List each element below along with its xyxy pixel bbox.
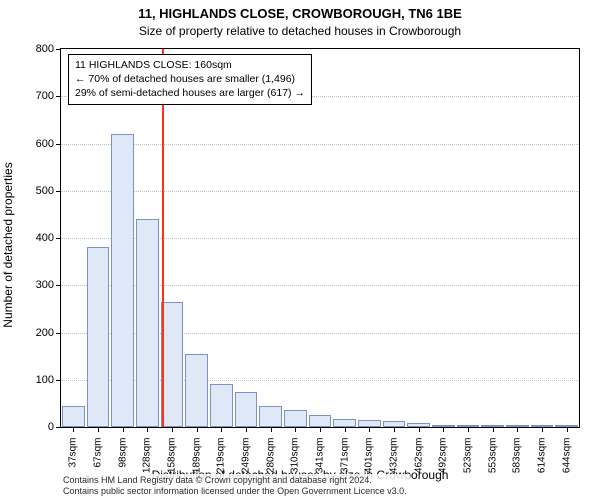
y-tick-label: 200	[14, 327, 54, 339]
x-tick-mark	[98, 428, 99, 432]
y-tick-label: 700	[14, 90, 54, 102]
histogram-bar	[136, 219, 159, 427]
x-tick-mark	[320, 428, 321, 432]
y-tick-mark	[56, 380, 60, 381]
x-tick-mark	[443, 428, 444, 432]
x-tick-mark	[542, 428, 543, 432]
gridline	[61, 144, 579, 145]
x-tick-mark	[221, 428, 222, 432]
x-tick-mark	[493, 428, 494, 432]
x-tick-mark	[517, 428, 518, 432]
y-tick-mark	[56, 191, 60, 192]
histogram-bar	[432, 425, 455, 427]
y-tick-mark	[56, 238, 60, 239]
x-tick-mark	[73, 428, 74, 432]
credit-line1: Contains HM Land Registry data © Crown c…	[63, 475, 407, 486]
histogram-bar	[481, 425, 504, 427]
histogram-bar	[407, 423, 430, 427]
annotation-box: 11 HIGHLANDS CLOSE: 160sqm ← 70% of deta…	[68, 54, 312, 105]
histogram-bar	[531, 425, 554, 427]
y-tick-mark	[56, 427, 60, 428]
histogram-bar	[358, 420, 381, 427]
histogram-bar	[284, 410, 307, 427]
x-tick-mark	[172, 428, 173, 432]
chart-title-line2: Size of property relative to detached ho…	[0, 24, 600, 38]
x-tick-mark	[123, 428, 124, 432]
histogram-bar	[555, 425, 578, 427]
reference-line	[162, 49, 164, 427]
histogram-bar	[457, 425, 480, 427]
y-tick-label: 800	[14, 43, 54, 55]
gridline	[61, 191, 579, 192]
histogram-bar	[161, 302, 184, 427]
histogram-bar	[309, 415, 332, 427]
y-tick-mark	[56, 96, 60, 97]
y-tick-mark	[56, 285, 60, 286]
histogram-bar	[383, 421, 406, 427]
x-tick-mark	[369, 428, 370, 432]
histogram-bar	[62, 406, 85, 427]
annotation-line1: 11 HIGHLANDS CLOSE: 160sqm	[75, 58, 305, 72]
histogram-bar	[111, 134, 134, 427]
y-tick-mark	[56, 49, 60, 50]
x-tick-mark	[345, 428, 346, 432]
y-tick-label: 500	[14, 185, 54, 197]
y-tick-label: 400	[14, 232, 54, 244]
annotation-line3: 29% of semi-detached houses are larger (…	[75, 86, 305, 100]
credit-text: Contains HM Land Registry data © Crown c…	[60, 474, 410, 498]
y-tick-label: 600	[14, 138, 54, 150]
histogram-bar	[506, 425, 529, 427]
x-tick-mark	[468, 428, 469, 432]
histogram-bar	[333, 419, 356, 428]
chart-title-line1: 11, HIGHLANDS CLOSE, CROWBOROUGH, TN6 1B…	[0, 6, 600, 21]
annotation-line2: ← 70% of detached houses are smaller (1,…	[75, 72, 305, 86]
x-tick-mark	[419, 428, 420, 432]
x-tick-mark	[567, 428, 568, 432]
histogram-bar	[210, 384, 233, 427]
x-tick-mark	[147, 428, 148, 432]
y-tick-mark	[56, 144, 60, 145]
histogram-bar	[87, 247, 110, 427]
credit-line2: Contains public sector information licen…	[63, 486, 407, 497]
y-tick-label: 0	[14, 421, 54, 433]
chart-container: 11, HIGHLANDS CLOSE, CROWBOROUGH, TN6 1B…	[0, 0, 600, 500]
histogram-bar	[259, 406, 282, 427]
x-tick-mark	[394, 428, 395, 432]
x-tick-mark	[197, 428, 198, 432]
x-tick-mark	[295, 428, 296, 432]
y-tick-label: 100	[14, 374, 54, 386]
y-tick-mark	[56, 333, 60, 334]
x-tick-mark	[271, 428, 272, 432]
y-axis-label: Number of detached properties	[1, 162, 15, 327]
plot-area	[60, 48, 580, 428]
histogram-bar	[185, 354, 208, 427]
y-tick-label: 300	[14, 279, 54, 291]
histogram-bar	[235, 392, 258, 427]
x-tick-mark	[246, 428, 247, 432]
